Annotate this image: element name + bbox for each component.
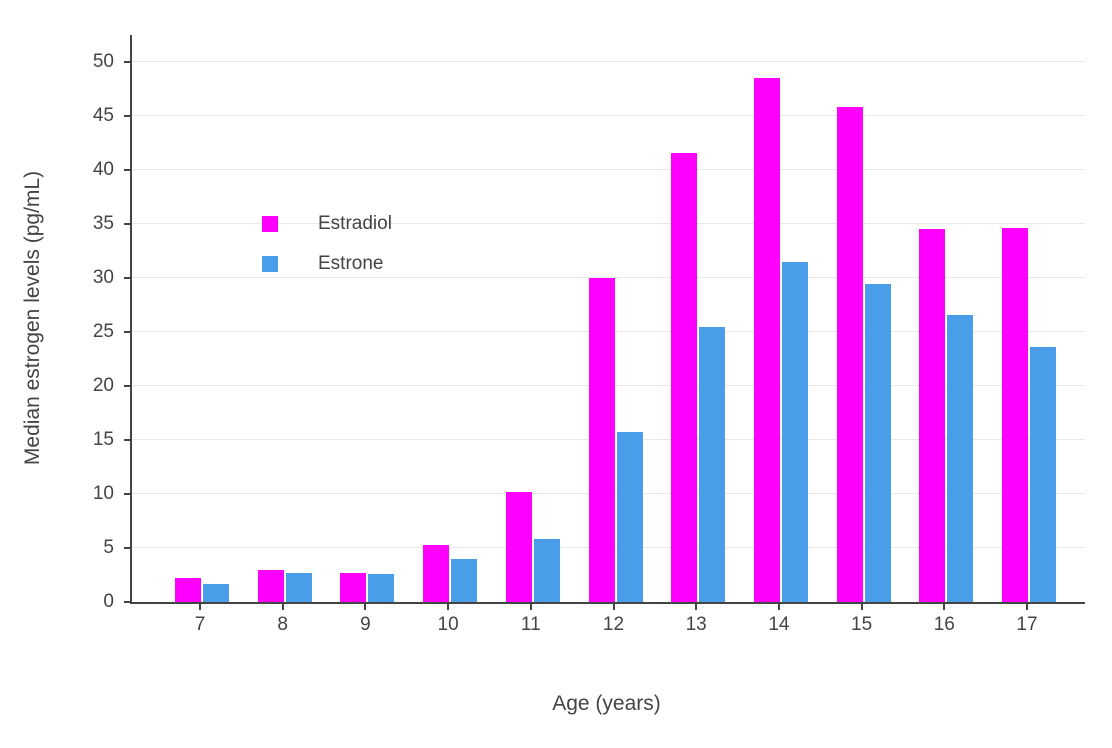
x-tick-mark-10 bbox=[447, 604, 450, 610]
x-tick-mark-16 bbox=[943, 604, 946, 610]
bar-estrone-age-7 bbox=[203, 583, 229, 602]
legend-label-estrone: Estrone bbox=[318, 253, 384, 274]
bar-estradiol-age-12 bbox=[588, 278, 615, 602]
bar-estradiol-age-15 bbox=[836, 107, 863, 602]
bar-estrone-age-15 bbox=[864, 284, 891, 602]
bar-estradiol-age-11 bbox=[505, 491, 532, 602]
bar-estrone-age-16 bbox=[947, 314, 974, 602]
bar-estradiol-age-9 bbox=[340, 572, 367, 602]
y-tick-mark-10 bbox=[124, 493, 130, 495]
legend-item-estrone[interactable]: Estrone bbox=[262, 252, 392, 276]
bar-estrone-age-11 bbox=[533, 539, 560, 602]
y-tick-mark-40 bbox=[124, 169, 130, 171]
legend-label-estradiol: Estradiol bbox=[318, 213, 392, 234]
y-tick-label-35: 35 bbox=[92, 213, 114, 234]
x-tick-label-15: 15 bbox=[851, 614, 873, 635]
x-tick-label-14: 14 bbox=[768, 614, 790, 635]
legend-item-estradiol[interactable]: Estradiol bbox=[262, 212, 392, 236]
y-tick-label-20: 20 bbox=[92, 375, 114, 396]
bar-estrone-age-17 bbox=[1030, 347, 1056, 602]
x-tick-mark-8 bbox=[281, 604, 284, 610]
x-tick-label-11: 11 bbox=[520, 614, 541, 635]
bar-estradiol-age-17 bbox=[1002, 228, 1028, 602]
bar-estrone-age-14 bbox=[781, 261, 808, 602]
x-tick-mark-17 bbox=[1026, 604, 1028, 610]
estradiol-swatch-icon bbox=[262, 216, 278, 232]
legend: Estradiol Estrone bbox=[262, 212, 392, 292]
x-tick-label-17: 17 bbox=[1016, 614, 1038, 635]
y-tick-label-25: 25 bbox=[92, 321, 114, 342]
gridline-y-45 bbox=[132, 115, 1085, 116]
bar-estradiol-age-7 bbox=[175, 578, 201, 602]
x-tick-label-12: 12 bbox=[602, 614, 625, 635]
gridline-y-35 bbox=[132, 223, 1085, 224]
y-tick-mark-25 bbox=[124, 331, 130, 333]
y-tick-mark-20 bbox=[124, 385, 130, 387]
y-tick-mark-0 bbox=[124, 601, 130, 603]
bar-estradiol-age-16 bbox=[919, 229, 946, 602]
bar-estradiol-age-13 bbox=[671, 152, 698, 602]
y-tick-mark-30 bbox=[124, 277, 130, 279]
bar-estradiol-age-14 bbox=[753, 78, 780, 602]
bar-estradiol-age-10 bbox=[423, 544, 450, 602]
x-tick-mark-15 bbox=[860, 604, 863, 610]
bar-estradiol-age-8 bbox=[257, 569, 284, 602]
gridline-y-30 bbox=[132, 277, 1085, 278]
x-tick-mark-7 bbox=[199, 604, 201, 610]
bar-estrone-age-8 bbox=[285, 572, 312, 602]
y-tick-mark-45 bbox=[124, 115, 130, 117]
x-tick-mark-11 bbox=[529, 604, 532, 610]
y-tick-mark-35 bbox=[124, 223, 130, 225]
y-tick-label-50: 50 bbox=[92, 51, 114, 72]
bar-estrone-age-10 bbox=[451, 558, 478, 602]
x-tick-label-16: 16 bbox=[933, 614, 955, 635]
y-tick-label-30: 30 bbox=[92, 267, 114, 288]
x-tick-mark-9 bbox=[364, 604, 367, 610]
y-tick-label-15: 15 bbox=[92, 429, 114, 450]
y-tick-label-10: 10 bbox=[92, 483, 114, 504]
x-axis-title: Age (years) bbox=[552, 692, 661, 715]
x-tick-label-8: 8 bbox=[277, 614, 288, 635]
gridline-y-50 bbox=[132, 61, 1085, 62]
bar-estrone-age-9 bbox=[368, 573, 395, 602]
y-tick-label-0: 0 bbox=[103, 591, 114, 612]
y-tick-mark-15 bbox=[124, 439, 130, 441]
x-tick-label-7: 7 bbox=[194, 614, 206, 635]
estrone-swatch-icon bbox=[262, 256, 278, 272]
plot-area bbox=[130, 35, 1085, 604]
bar-estrone-age-13 bbox=[699, 326, 726, 602]
y-tick-mark-5 bbox=[124, 547, 130, 549]
gridline-y-40 bbox=[132, 169, 1085, 170]
y-tick-label-5: 5 bbox=[103, 537, 114, 558]
x-tick-label-13: 13 bbox=[685, 614, 707, 635]
y-tick-mark-50 bbox=[124, 61, 130, 63]
x-tick-mark-12 bbox=[612, 604, 615, 610]
x-tick-mark-13 bbox=[695, 604, 698, 610]
bar-estrone-age-12 bbox=[616, 432, 643, 602]
x-tick-label-10: 10 bbox=[437, 614, 459, 635]
x-tick-mark-14 bbox=[777, 604, 780, 610]
y-tick-label-40: 40 bbox=[92, 159, 114, 180]
y-tick-label-45: 45 bbox=[92, 105, 114, 126]
x-tick-label-9: 9 bbox=[360, 614, 371, 635]
